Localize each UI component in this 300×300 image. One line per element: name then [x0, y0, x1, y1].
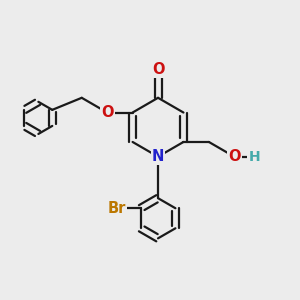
- Text: H: H: [249, 150, 260, 164]
- Text: O: O: [152, 62, 164, 77]
- Text: O: O: [101, 105, 113, 120]
- Text: O: O: [228, 149, 241, 164]
- Text: Br: Br: [107, 201, 126, 216]
- Text: N: N: [152, 149, 164, 164]
